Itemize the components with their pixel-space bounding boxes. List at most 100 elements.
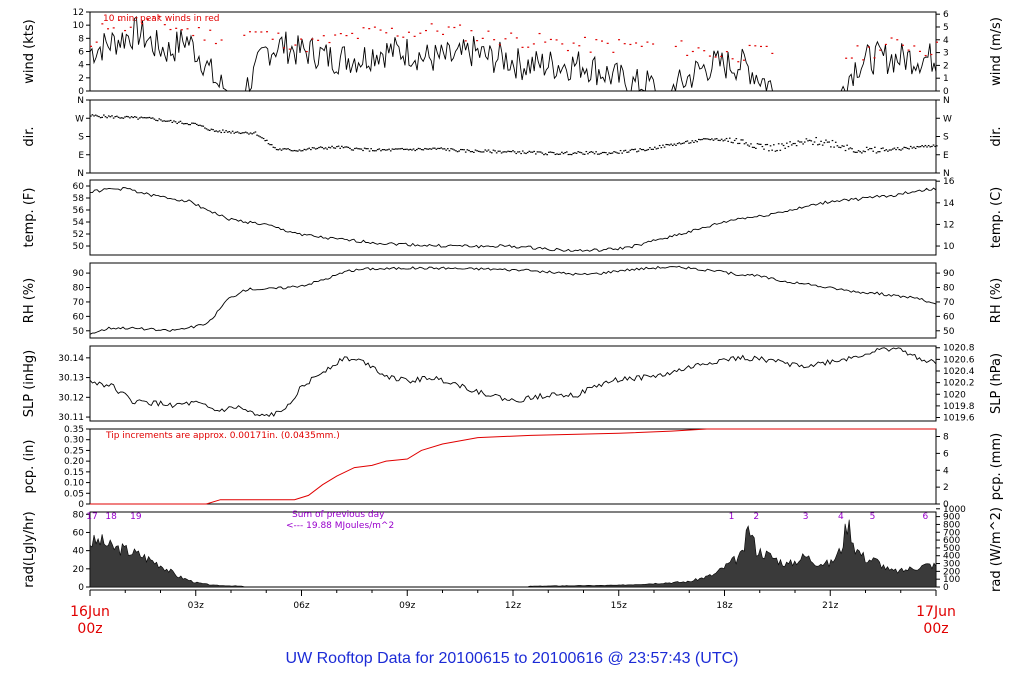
dir-point <box>502 151 505 153</box>
dir-point <box>640 148 643 151</box>
wind-ytick-label-right: 1 <box>943 74 949 84</box>
dir-point <box>518 151 521 153</box>
rad-sum-label: Sum of previous day <box>292 510 385 520</box>
dir-point <box>921 145 923 147</box>
dir-point <box>104 116 107 118</box>
temp-ytick-label-right: 10 <box>943 242 955 252</box>
dir-point <box>295 150 297 152</box>
dir-point <box>877 151 879 153</box>
wind-peak-mark <box>521 46 524 48</box>
wind-peak-mark <box>629 43 632 46</box>
dir-point <box>187 123 190 126</box>
dir-point <box>487 149 490 151</box>
dir-point <box>164 120 167 122</box>
dir-point <box>699 139 702 141</box>
wind-peak-mark <box>765 45 768 48</box>
dir-point <box>184 122 187 125</box>
wind-peak-mark <box>356 37 359 40</box>
dir-point <box>862 150 865 152</box>
dir-point <box>477 150 480 152</box>
dir-point <box>918 146 920 148</box>
dir-point <box>922 146 925 148</box>
wind-ylabel-right: wind (m/s) <box>989 17 1004 86</box>
dir-point <box>569 153 571 156</box>
wind-peak-mark <box>578 45 581 47</box>
dir-point <box>345 146 348 148</box>
dir-ytick-label: N <box>77 169 84 179</box>
wind-ytick-label-right: 3 <box>943 49 949 59</box>
dir-point <box>156 120 159 122</box>
rad-ytick-label-right: 800 <box>943 520 960 530</box>
dir-point <box>792 142 795 145</box>
wind-peak-mark <box>192 34 195 37</box>
wind-peak-mark <box>288 48 291 50</box>
dir-point <box>906 147 909 150</box>
wind-peak-mark <box>220 39 223 41</box>
pcp-ytick-label-right: 2 <box>943 483 949 493</box>
wind-ytick-label-right: 2 <box>943 61 949 71</box>
dir-point <box>898 148 901 151</box>
dir-point <box>517 151 519 153</box>
wind-peak-mark <box>169 28 172 31</box>
dir-point <box>655 148 658 150</box>
dir-point <box>636 151 638 153</box>
dir-point <box>812 143 814 146</box>
dir-ytick-label-right: N <box>943 169 950 179</box>
dir-point <box>836 145 839 147</box>
dir-point <box>927 144 930 147</box>
dir-point <box>178 121 180 123</box>
dir-point <box>409 148 412 150</box>
dir-point <box>696 141 698 143</box>
rad-ylabel-left: rad(Lgly/hr) <box>22 511 37 587</box>
dir-point <box>212 129 214 131</box>
dir-point <box>443 148 446 150</box>
dir-point <box>458 150 460 152</box>
dir-point <box>248 133 250 135</box>
dir-point <box>551 151 553 154</box>
dir-point <box>142 117 144 119</box>
dir-point <box>629 149 632 151</box>
temp-ytick-label: 56 <box>73 206 85 216</box>
dir-point <box>476 150 478 152</box>
dir-point <box>438 147 441 150</box>
dir-point <box>482 151 485 153</box>
slp-ytick-label-right: 1020.6 <box>943 355 975 365</box>
dir-point <box>202 125 205 127</box>
wind-peak-mark <box>379 29 382 31</box>
dir-point <box>627 151 630 153</box>
dir-point <box>748 145 751 147</box>
dir-point <box>913 146 915 148</box>
dir-point <box>789 141 791 143</box>
wind-peak-mark <box>442 33 445 36</box>
dir-point <box>416 148 418 151</box>
dir-point <box>453 149 456 151</box>
wind-peak-mark <box>209 29 212 31</box>
wind-peak-mark <box>203 39 206 41</box>
dir-point <box>508 150 511 153</box>
slp-ytick-label-right: 1020.8 <box>943 344 975 354</box>
rad-hour-label: 18 <box>105 512 117 522</box>
dir-point <box>709 139 712 141</box>
dir-point <box>549 151 552 153</box>
wind-peak-mark <box>572 42 575 44</box>
pcp-ytick-label: 0.10 <box>64 479 84 489</box>
dir-ylabel-left: dir. <box>22 126 37 146</box>
dir-point <box>207 129 209 131</box>
wind-peak-mark <box>566 49 569 52</box>
dir-point <box>888 149 891 151</box>
dir-point <box>109 116 112 118</box>
dir-point <box>197 124 200 127</box>
wind-peak-mark <box>850 57 853 59</box>
dir-point <box>626 151 628 153</box>
dir-point <box>326 148 328 150</box>
wind-peak-mark <box>141 23 144 25</box>
dir-point <box>254 131 257 133</box>
dir-point <box>125 115 128 118</box>
dir-point <box>269 144 271 146</box>
wind-peak-mark <box>413 35 416 37</box>
dir-point <box>354 147 356 150</box>
wind-peak-mark <box>510 32 513 34</box>
dir-point <box>872 150 875 152</box>
wind-peak-mark <box>129 26 132 28</box>
rh-ytick-label-right: 60 <box>943 312 955 322</box>
